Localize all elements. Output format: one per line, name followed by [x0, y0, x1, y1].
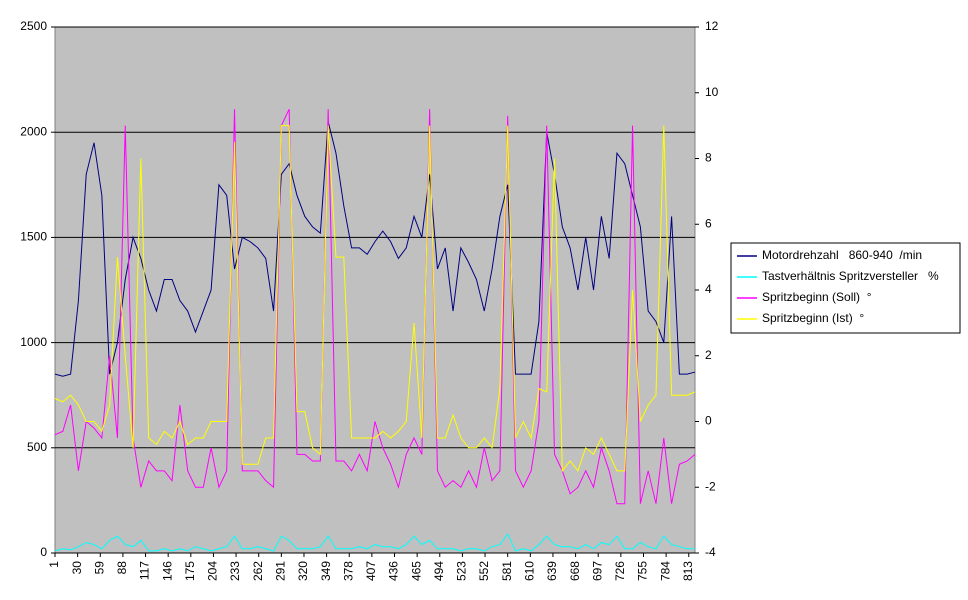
x-tick-label: 88 [115, 561, 129, 575]
y2-tick-label: 6 [705, 216, 712, 230]
y2-tick-label: -4 [705, 545, 716, 559]
series-line [54, 108, 696, 505]
x-tick-label: 581 [500, 561, 514, 581]
x-tick-label: 291 [274, 561, 288, 581]
x-tick-label: 233 [228, 561, 242, 581]
series-line [54, 125, 696, 473]
x-tick-label: 204 [206, 561, 220, 581]
x-tick-label: 552 [477, 561, 491, 581]
x-tick-label: 697 [590, 561, 604, 581]
y2-tick-label: 8 [705, 151, 712, 165]
legend-label: Motordrehzahl 860-940 /min [762, 248, 922, 262]
y-tick-label: 2500 [20, 19, 47, 33]
x-tick-label: 465 [409, 561, 423, 581]
x-tick-label: 30 [70, 561, 84, 575]
series-line [54, 533, 695, 552]
x-tick-label: 494 [432, 561, 446, 581]
x-tick-label: 668 [568, 561, 582, 581]
plot-area [54, 26, 696, 554]
x-tick-label: 523 [455, 561, 469, 581]
x-tick-label: 117 [138, 561, 152, 580]
x-tick-label: 175 [183, 561, 197, 581]
x-tick-label: 320 [296, 561, 310, 581]
legend [730, 242, 961, 334]
y-tick-label: 0 [40, 545, 47, 559]
x-tick-label: 262 [251, 561, 265, 581]
legend-label: Tastverhältnis Spritzversteller % [762, 269, 939, 283]
legend-label: Spritzbeginn (Ist) ° [762, 311, 864, 325]
y2-tick-label: -2 [705, 479, 716, 493]
x-tick-label: 349 [319, 561, 333, 581]
y-tick-label: 1000 [20, 335, 47, 349]
x-tick-label: 59 [92, 561, 106, 575]
x-tick-label: 146 [160, 561, 174, 581]
x-tick-label: 436 [387, 561, 401, 581]
y2-tick-label: 0 [705, 414, 712, 428]
y2-tick-label: 2 [705, 348, 712, 362]
x-tick-label: 1 [47, 561, 61, 568]
legend-label: Spritzbeginn (Soll) ° [762, 290, 872, 304]
x-tick-label: 813 [681, 561, 695, 581]
y2-tick-label: 4 [705, 282, 712, 296]
y-tick-label: 500 [27, 440, 47, 454]
y-tick-label: 2000 [20, 124, 47, 138]
x-tick-label: 407 [364, 561, 378, 581]
y-tick-label: 1500 [20, 230, 47, 244]
x-tick-label: 784 [658, 561, 672, 581]
x-tick-label: 378 [341, 561, 355, 581]
x-tick-label: 755 [636, 561, 650, 581]
series-line [54, 121, 696, 377]
x-tick-label: 726 [613, 561, 627, 581]
y2-tick-label: 12 [705, 19, 719, 33]
x-tick-label: 610 [522, 561, 536, 581]
x-tick-label: 639 [545, 561, 559, 581]
y2-tick-label: 10 [705, 85, 719, 99]
